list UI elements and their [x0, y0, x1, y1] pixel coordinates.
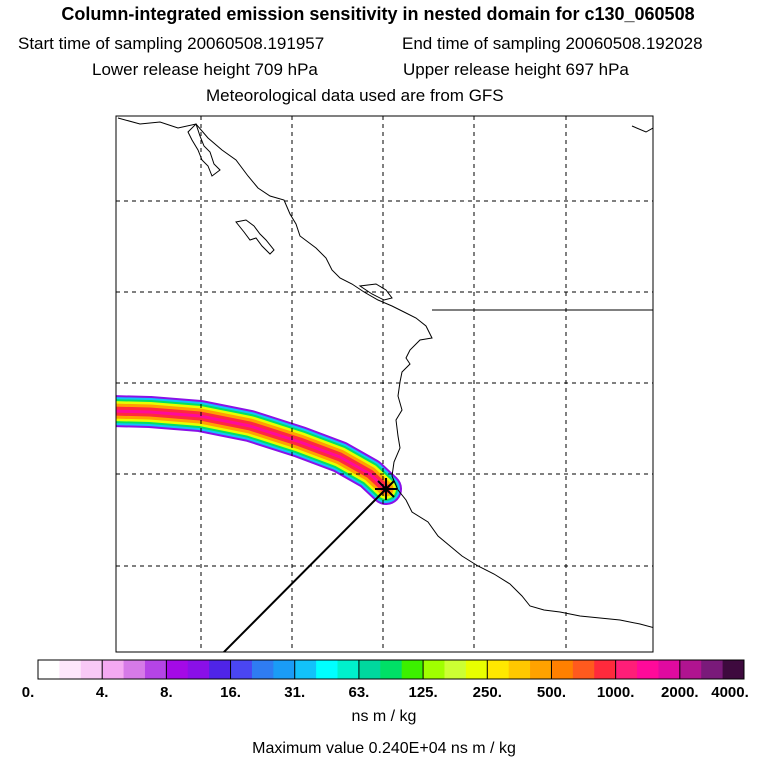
colorbar-cell: [59, 660, 82, 679]
flight-track: [222, 488, 387, 652]
colorbar-cell: [316, 660, 339, 679]
emission-plume: [116, 395, 402, 505]
colorbar-tick-label: 2000.: [661, 684, 699, 701]
colorbar-cell: [465, 660, 488, 679]
colorbar-cell: [80, 660, 103, 679]
colorbar-cell: [144, 660, 167, 679]
colorbar-tick-label: 4000.: [711, 684, 749, 701]
colorbar-tick-label: 1000.: [596, 684, 635, 701]
colorbar-cell: [423, 660, 445, 679]
colorbar-cell: [102, 660, 125, 679]
colorbar-cell: [444, 660, 467, 679]
colorbar-cell: [615, 660, 638, 679]
lat-lon-grid: [116, 116, 653, 652]
colorbar-cell: [273, 660, 296, 679]
lower-release-text: Lower release height 709 hPa: [92, 60, 318, 79]
colorbar-cell: [38, 660, 60, 679]
colorbar-cell: [166, 660, 189, 679]
colorbar-frame: [37, 659, 745, 680]
colorbar-cell: [187, 660, 210, 679]
colorbar-tick-label: 4.: [95, 684, 109, 701]
colorbar-tick-label: 125.: [408, 684, 438, 701]
coastlines: [117, 117, 653, 628]
met-data-text: Meteorological data used are from GFS: [206, 86, 504, 105]
colorbar-units: ns m / kg: [351, 708, 417, 725]
release-point-star-icon: [375, 478, 397, 500]
colorbar-cell: [701, 660, 724, 679]
colorbar-cell: [637, 660, 659, 679]
colorbar-cell: [508, 660, 531, 679]
max-value-text: Maximum value 0.240E+04 ns m / kg: [252, 740, 516, 757]
colorbar-cell: [401, 660, 424, 679]
colorbar-tick-label: 8.: [160, 684, 173, 701]
colorbar-cell: [380, 660, 403, 679]
end-time-text: End time of sampling 20060508.192028: [402, 34, 703, 53]
colorbar-cell: [487, 660, 510, 679]
colorbar-cell: [209, 660, 232, 679]
map-area: [116, 116, 653, 652]
start-time-text: Start time of sampling 20060508.191957: [18, 34, 325, 53]
upper-release-text: Upper release height 697 hPa: [403, 60, 629, 79]
colorbar-cell: [123, 660, 146, 679]
colorbar-cell: [679, 660, 702, 679]
colorbar-tick-label: 16.: [220, 684, 241, 701]
colorbar-cell: [594, 660, 617, 679]
colorbar-tick-label: 500.: [536, 684, 567, 701]
colorbar-cell: [658, 660, 681, 679]
colorbar-cell: [251, 660, 274, 679]
colorbar-cell: [551, 660, 574, 679]
colorbar-cell: [722, 660, 745, 679]
colorbar-tick-label: 63.: [348, 684, 370, 701]
colorbar-cell: [530, 660, 552, 679]
colorbar-cell: [294, 660, 317, 679]
colorbar-cell: [337, 660, 360, 679]
colorbar-cell: [572, 660, 595, 679]
colorbar: [37, 659, 745, 680]
colorbar-cell: [358, 660, 381, 679]
colorbar-cell: [230, 660, 253, 679]
colorbar-tick-label: 31.: [284, 684, 306, 701]
colorbar-tick-label: 250.: [472, 684, 502, 701]
map-frame: [115, 115, 654, 653]
chart-title: Column-integrated emission sensitivity i…: [61, 4, 695, 24]
colorbar-tick-label: 0.: [21, 684, 35, 701]
